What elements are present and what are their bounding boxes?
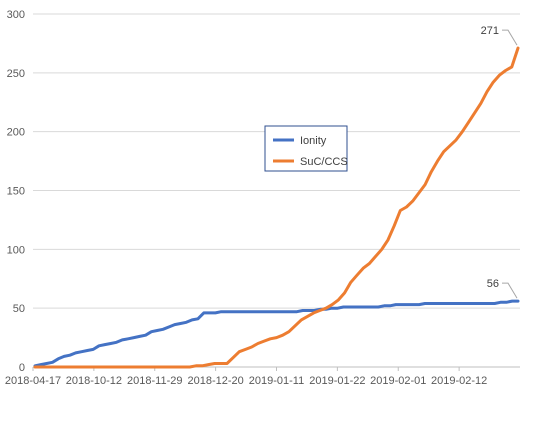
legend-box	[264, 125, 348, 172]
y-tick-label: 300	[7, 9, 25, 21]
data-labels: 56 271	[481, 25, 518, 299]
data-label: 56	[487, 278, 499, 290]
gridlines	[33, 13, 520, 309]
data-label: 271	[481, 25, 499, 37]
y-tick-label: 50	[13, 303, 25, 315]
x-tick-label: 2018-10-12	[66, 375, 122, 387]
y-tick-label: 150	[7, 186, 25, 198]
x-tick-label: 2018-12-20	[187, 375, 243, 387]
x-tick-label: 2018-04-17	[5, 375, 61, 387]
data-label-leader	[502, 282, 518, 299]
x-tick-label: 2018-11-29	[127, 375, 182, 387]
legend-entry-label: Ionity	[300, 135, 327, 147]
y-tick-label: 200	[7, 127, 25, 139]
x-tick-label: 2019-02-12	[431, 375, 487, 387]
series-lines	[33, 46, 520, 369]
y-tick-label: 100	[7, 244, 25, 256]
y-tick-label: 0	[19, 362, 25, 374]
x-tick-label: 2019-01-11	[249, 375, 304, 387]
series-line-ionity	[33, 299, 520, 368]
series-line-suc-ccs	[33, 46, 520, 369]
data-label-leader	[502, 29, 518, 46]
x-axis-tick-labels: 2018-04-17 2018-10-12 2018-11-29 2018-12-20…	[5, 375, 487, 387]
legend-entry-label: SuC/CCS	[300, 156, 348, 168]
x-tick-label: 2019-02-01	[370, 375, 426, 387]
y-axis-tick-labels: 0 50 100 150 200 250 300	[7, 9, 25, 374]
x-tick-label: 2019-01-22	[309, 375, 365, 387]
y-tick-label: 250	[7, 68, 25, 80]
legend: Ionity SuC/CCS	[264, 125, 348, 172]
